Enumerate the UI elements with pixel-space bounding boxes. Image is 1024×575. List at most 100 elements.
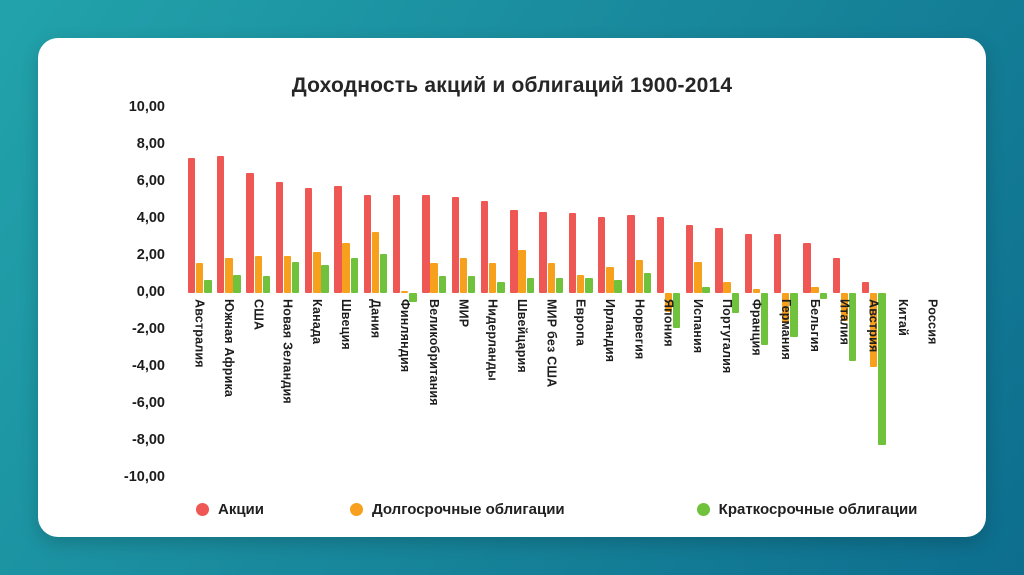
bar-Португалия: [715, 228, 723, 293]
bar-Австралия: [204, 280, 212, 293]
y-axis-tick-label: -10,00: [123, 469, 165, 485]
x-axis-label: Канада: [309, 299, 324, 345]
bar-США: [246, 172, 254, 293]
bar-Португалия: [723, 281, 731, 293]
bar-Южная Африка: [225, 257, 233, 293]
x-axis-label: Италия: [837, 299, 852, 346]
bar-Канада: [321, 265, 329, 293]
bar-Австралия: [195, 263, 204, 293]
x-axis-label: Австралия: [192, 299, 207, 368]
chart-title: Доходность акций и облигаций 1900-2014: [291, 74, 733, 97]
x-axis-label: Ирландия: [602, 299, 617, 363]
bar-Германия: [782, 293, 790, 323]
bar-Ирландия: [614, 280, 622, 293]
x-axis-label: Швейцария: [515, 299, 530, 373]
bar-Новая Зеландия: [275, 182, 284, 293]
bar-Швейцария: [518, 250, 526, 293]
x-axis-label: Франция: [749, 299, 764, 356]
y-axis-tick-label: 4,00: [136, 210, 165, 226]
bar-Финляндия: [392, 194, 401, 293]
bar-Ирландия: [606, 267, 614, 293]
bar-Нидерланды: [489, 263, 497, 293]
bar-Норвегия: [627, 215, 635, 293]
bar-МИР без США: [539, 211, 547, 293]
x-axis-label: Бельгия: [808, 299, 823, 353]
y-axis: 10,00 8,00 6,00 4,00 2,00 0,00 -2,00 -4,00 -6,00…: [93, 99, 165, 485]
short-bonds-dot-icon: [696, 502, 710, 516]
x-axis-label: Австрия: [866, 299, 881, 353]
y-axis-tick-label: -8,00: [131, 432, 165, 448]
x-axis-label: МИР: [456, 299, 471, 328]
chart-card: Доходность акций и облигаций 1900-2014 1…: [38, 38, 986, 537]
x-axis-label: Великобритания: [427, 299, 442, 406]
bar-Франция: [752, 289, 761, 293]
y-axis-tick-label: 6,00: [136, 173, 165, 189]
legend-item-long-bonds: Долгосрочные облигации: [350, 501, 565, 518]
legend-label-stocks: Акции: [218, 500, 265, 518]
x-axis-label: Португалия: [720, 299, 735, 374]
bar-Италия: [832, 257, 840, 293]
x-axis-label: Новая Зеландия: [280, 299, 295, 404]
x-axis-label: Нидерланды: [485, 299, 500, 381]
bar-Норвегия: [643, 272, 652, 293]
bar-МИР без США: [555, 278, 564, 293]
bar-Испания: [685, 224, 694, 293]
bar-Япония: [656, 217, 665, 293]
plot-area: Австралия Южная Африка США Новая Зеландия Ка…: [185, 108, 947, 478]
bar-Германия: [773, 233, 782, 293]
bar-Италия: [848, 293, 857, 362]
bar-США: [254, 256, 262, 293]
x-axis-label: Европа: [573, 299, 588, 346]
bar-Австрия: [861, 281, 870, 293]
bar-Европа: [576, 274, 585, 293]
bar-Франция: [744, 233, 752, 293]
bar-Дания: [363, 194, 371, 293]
legend: Акции Долгосрочные облигации Краткосрочн…: [38, 498, 986, 520]
x-axis-label: США: [251, 299, 266, 331]
x-axis-label: Германия: [778, 299, 793, 361]
bar-Швеция: [334, 185, 342, 293]
bar-Австралия: [187, 157, 196, 293]
bar-Португалия: [731, 293, 740, 314]
bar-Южная Африка: [217, 156, 225, 293]
y-axis-tick-label: -2,00: [131, 321, 165, 337]
x-axis-label: Швеция: [339, 299, 354, 350]
bar-Великобритания: [430, 263, 438, 293]
bar-Великобритания: [422, 194, 430, 293]
x-axis-label: Норвегия: [632, 299, 647, 360]
bar-Южная Африка: [233, 274, 241, 293]
bar-Австрия: [878, 293, 886, 445]
bar-Дания: [380, 254, 388, 293]
y-axis-tick-label: -4,00: [131, 358, 165, 374]
bar-Бельгия: [811, 287, 819, 293]
bar-МИР: [459, 257, 468, 293]
bar-Швеция: [350, 257, 359, 293]
x-axis-label: Финляндия: [397, 299, 412, 373]
legend-item-stocks: Акции: [196, 501, 264, 518]
stocks-dot-icon: [196, 502, 209, 516]
bar-МИР без США: [547, 263, 556, 293]
legend-label-long-bonds: Долгосрочные облигации: [372, 500, 565, 518]
bar-Испания: [694, 261, 702, 293]
bar-Великобритания: [438, 276, 446, 293]
x-axis-label: Россия: [925, 299, 940, 345]
bar-Европа: [585, 278, 593, 293]
x-axis-label: МИР без США: [544, 299, 559, 388]
bar-Австрия: [870, 293, 878, 367]
bar-Франция: [761, 293, 769, 345]
bar-Бельгия: [803, 243, 811, 293]
x-axis-label: Южная Африка: [221, 299, 236, 398]
legend-label-short-bonds: Краткосрочные облигации: [718, 500, 918, 518]
x-axis-label: Испания: [690, 299, 705, 354]
bar-МИР: [467, 276, 476, 293]
y-axis-tick-label: -6,00: [131, 395, 165, 411]
bar-Норвегия: [635, 259, 643, 293]
bar-Финляндия: [401, 291, 409, 293]
bar-США: [262, 276, 271, 293]
bar-Канада: [304, 187, 313, 293]
y-axis-tick-label: 8,00: [136, 136, 165, 152]
bar-Новая Зеландия: [292, 261, 300, 293]
bar-Финляндия: [409, 293, 417, 303]
y-axis-tick-label: 0,00: [136, 284, 165, 300]
